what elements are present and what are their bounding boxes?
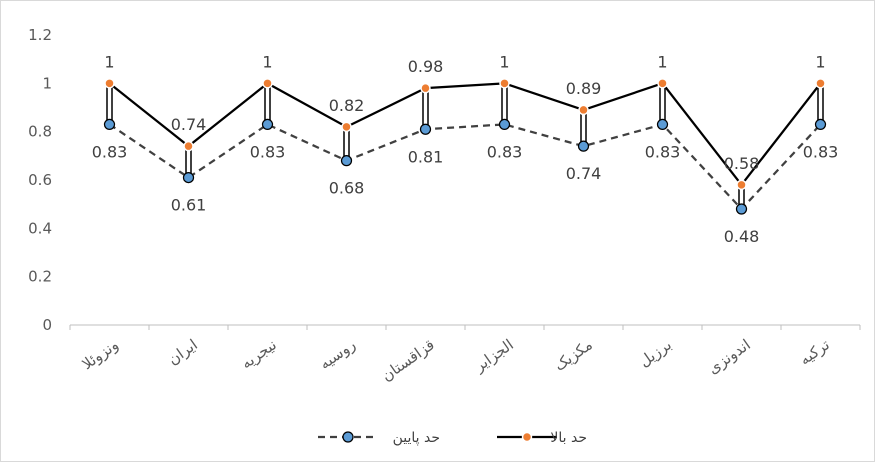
lower-bound-data-label: 0.48 (724, 227, 760, 246)
upper-bound-point (341, 121, 352, 133)
lower-bound-data-label: 0.81 (408, 147, 444, 166)
lower-bound-point (419, 123, 432, 135)
high-low-bar (817, 82, 824, 126)
y-tick-label: 0.6 (28, 171, 52, 189)
lower-bound-data-label: 0.83 (250, 142, 286, 161)
x-category-label: روسیه (316, 336, 359, 373)
lower-bound-point (498, 118, 511, 131)
lower-bound-line (108, 123, 822, 211)
upper-bound-data-label: 1 (657, 52, 667, 71)
x-category-label: نیجریه (238, 336, 280, 373)
legend-lower-label: حد پایین (393, 430, 440, 446)
upper-bound-data-label: 1 (262, 52, 272, 71)
lower-bound-data-label: 0.83 (803, 142, 839, 161)
upper-bound-point (578, 104, 589, 116)
legend-lower-swatch-marker (342, 431, 354, 443)
lower-bound-data-label: 0.61 (171, 196, 207, 215)
lower-bound-point (261, 118, 274, 131)
high-low-bar (659, 82, 666, 126)
upper-bound-point (420, 82, 431, 94)
x-category-label: برزیل (636, 336, 675, 371)
lower-bound-point (656, 118, 669, 131)
lower-bound-point (735, 203, 748, 215)
x-category-label: الجزایر (470, 336, 517, 376)
high-low-bar (264, 82, 271, 126)
x-category-label: ترکیه (796, 336, 833, 369)
y-tick-label: 1.2 (28, 26, 52, 44)
upper-bound-data-label: 0.98 (408, 57, 444, 76)
upper-bound-point (183, 140, 194, 152)
x-category-label: ونزوئلا (79, 336, 122, 374)
upper-bound-data-label: 0.74 (171, 115, 207, 134)
lower-bound-point (814, 118, 827, 131)
upper-bound-data-label: 1 (499, 52, 509, 71)
upper-bound-point (262, 78, 273, 89)
upper-bound-data-label: 1 (815, 52, 825, 71)
upper-bound-data-label: 0.82 (329, 96, 365, 115)
upper-bound-point (499, 78, 510, 89)
upper-bound-point (736, 179, 747, 191)
y-tick-label: 0.8 (28, 123, 52, 141)
upper-bound-line (108, 81, 822, 187)
upper-bound-point (815, 78, 826, 89)
lower-bound-point (577, 140, 590, 152)
y-tick-label: 0.4 (28, 219, 52, 237)
upper-bound-point (104, 78, 115, 89)
lower-bound-data-label: 0.68 (329, 179, 365, 198)
lower-bound-point (340, 155, 353, 167)
high-low-bar (106, 82, 113, 126)
upper-bound-data-label: 0.89 (566, 79, 602, 98)
x-category-label: مکزیک (551, 336, 596, 375)
lower-bound-data-label: 0.83 (92, 142, 128, 161)
x-category-label: ایران (164, 336, 200, 369)
legend-upper-label: حد بالا (550, 430, 587, 446)
upper-bound-data-label: 0.58 (724, 154, 760, 173)
lower-bound-point (103, 118, 116, 131)
x-category-label: قزاقستان (378, 336, 438, 385)
y-tick-label: 0.2 (28, 268, 52, 286)
x-category-label: اندونزی (704, 336, 753, 378)
legend-upper-swatch-marker (521, 431, 533, 443)
lower-bound-data-label: 0.74 (566, 164, 602, 183)
lower-bound-point (182, 171, 195, 184)
lower-bound-data-label: 0.83 (487, 142, 523, 161)
high-low-bar (422, 87, 429, 130)
lower-bound-data-label: 0.83 (645, 142, 681, 161)
upper-bound-data-label: 1 (104, 52, 114, 71)
upper-bound-point (657, 78, 668, 89)
y-tick-label: 0 (42, 316, 52, 334)
y-tick-label: 1 (42, 74, 52, 92)
high-low-bar (501, 82, 508, 126)
